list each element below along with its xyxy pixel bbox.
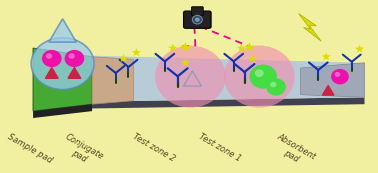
- Polygon shape: [237, 44, 246, 52]
- Circle shape: [42, 50, 62, 67]
- Polygon shape: [92, 57, 133, 104]
- Polygon shape: [248, 54, 257, 62]
- Text: Test zone 2: Test zone 2: [132, 132, 177, 163]
- Polygon shape: [119, 54, 128, 62]
- Circle shape: [335, 72, 340, 77]
- Circle shape: [46, 53, 52, 59]
- Polygon shape: [322, 85, 334, 95]
- Polygon shape: [33, 97, 364, 109]
- Circle shape: [331, 69, 349, 84]
- Circle shape: [270, 82, 276, 87]
- Polygon shape: [49, 19, 76, 42]
- Text: Test zone 1: Test zone 1: [197, 132, 242, 163]
- Circle shape: [195, 17, 200, 22]
- Circle shape: [68, 53, 75, 59]
- Polygon shape: [33, 54, 364, 102]
- Text: Sample pad: Sample pad: [6, 132, 54, 165]
- Circle shape: [266, 78, 286, 95]
- Polygon shape: [301, 63, 364, 97]
- Polygon shape: [33, 48, 92, 111]
- FancyBboxPatch shape: [184, 11, 211, 28]
- Circle shape: [224, 45, 295, 108]
- Polygon shape: [68, 67, 81, 78]
- Polygon shape: [180, 42, 191, 51]
- Polygon shape: [132, 48, 141, 56]
- Circle shape: [255, 69, 264, 77]
- Polygon shape: [299, 14, 321, 41]
- Polygon shape: [168, 44, 177, 52]
- FancyBboxPatch shape: [191, 7, 203, 15]
- Polygon shape: [244, 42, 255, 51]
- Ellipse shape: [31, 38, 94, 90]
- Circle shape: [192, 15, 202, 24]
- Polygon shape: [321, 52, 331, 60]
- Circle shape: [155, 45, 226, 108]
- Circle shape: [65, 50, 84, 67]
- Polygon shape: [33, 104, 92, 118]
- Polygon shape: [181, 58, 190, 66]
- Polygon shape: [45, 67, 58, 78]
- Polygon shape: [355, 45, 364, 52]
- Circle shape: [249, 65, 277, 89]
- Text: Absorbent
pad: Absorbent pad: [270, 132, 317, 170]
- Text: Conjugate
pad: Conjugate pad: [59, 132, 105, 170]
